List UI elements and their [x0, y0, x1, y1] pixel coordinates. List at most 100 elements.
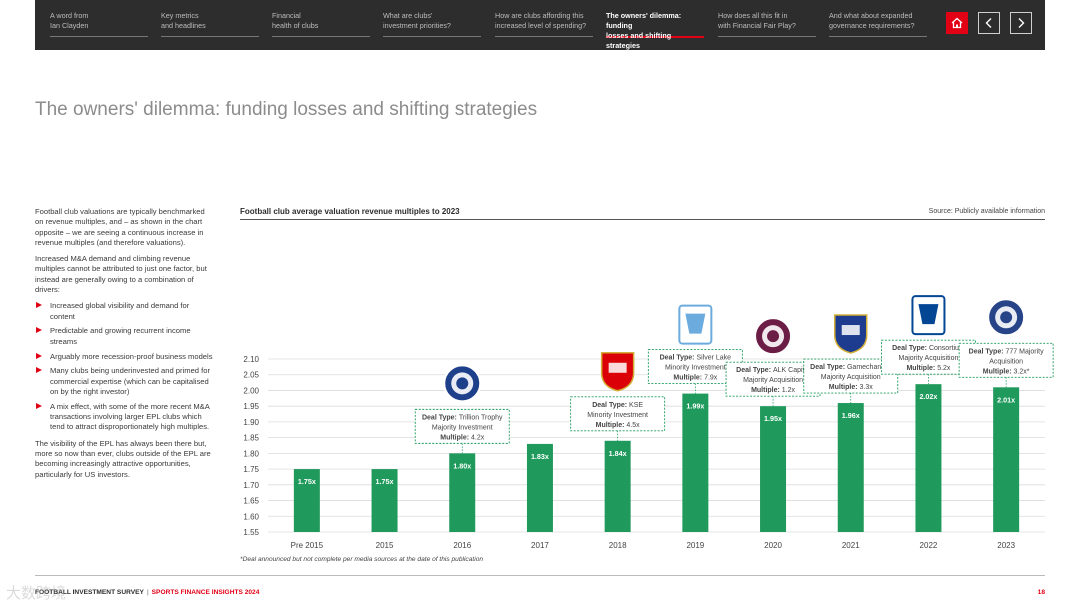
footer-publication: FOOTBALL INVESTMENT SURVEY | SPORTS FINANC…: [35, 589, 259, 596]
y-tick-label: 1.95: [243, 402, 259, 411]
deal-type-value: Consortium: [929, 345, 965, 352]
deal-multiple-line: Multiple: 1.2x: [751, 387, 795, 394]
bar-value-label: 1.95x: [764, 414, 782, 423]
deal-type-line: Deal Type: KSE: [592, 402, 643, 409]
nav-item-line1: Financial: [272, 11, 301, 20]
deal-type-line: Deal Type: Consortium: [892, 345, 965, 352]
footer-insights-name: SPORTS FINANCE INSIGHTS 2024: [151, 589, 260, 596]
deal-type-label: Deal Type:: [969, 348, 1006, 355]
y-tick-label: 1.55: [243, 528, 259, 537]
list-item: Predictable and growing recurrent income…: [35, 326, 215, 347]
x-tick-label: 2023: [997, 541, 1015, 550]
deal-annotation-box: [414, 408, 510, 444]
deal-type-label: Deal Type:: [810, 364, 847, 371]
bullet-triangle-icon: [36, 402, 42, 409]
multiple-value: 3.2x*: [1014, 368, 1030, 375]
club-crest-emblem: [841, 325, 860, 336]
list-item-text: Increased global visibility and demand f…: [50, 301, 190, 321]
deal-type-line: Deal Type: 777 Majority: [969, 348, 1044, 355]
y-tick-label: 1.75: [243, 465, 259, 474]
multiple-label: Multiple:: [673, 375, 704, 382]
list-item-text: Predictable and growing recurrent income…: [50, 326, 191, 346]
y-tick-label: 2.10: [243, 355, 259, 364]
y-tick-label: 1.70: [243, 481, 259, 490]
multiple-label: Multiple:: [440, 434, 471, 441]
x-tick-label: 2015: [376, 541, 394, 550]
nav-item-governance[interactable]: And what about expanded governance requir…: [829, 11, 927, 37]
deal-description: Majority Acquisition: [821, 374, 881, 381]
list-item: Many clubs being underinvested and prime…: [35, 366, 215, 397]
deal-annotation-box: [570, 396, 666, 432]
deal-type-value: KSE: [629, 402, 643, 409]
x-tick-label: 2022: [920, 541, 938, 550]
nav-item-key-metrics[interactable]: Key metrics and headlines: [161, 11, 259, 37]
intro-text: Football club valuations are typically b…: [35, 207, 215, 486]
chart-footnote: *Deal announced but not complete per med…: [240, 556, 484, 563]
page-title: The owners' dilemma: funding losses and …: [35, 99, 538, 120]
bullet-triangle-icon: [36, 352, 42, 359]
deal-type-line: Deal Type: Trillion Trophy: [422, 414, 503, 421]
club-crest-emblem: [918, 304, 939, 325]
bullet-triangle-icon: [36, 302, 42, 309]
nav-item-line2: losses and shifting strategies: [606, 31, 672, 50]
y-tick-label: 1.60: [243, 512, 259, 521]
deal-type-line: Deal Type: Silver Lake: [660, 355, 732, 362]
nav-item-owners-dilemma[interactable]: The owners' dilemma: funding losses and s…: [606, 11, 704, 50]
list-item: Increased global visibility and demand f…: [35, 301, 215, 322]
bar: [526, 443, 553, 532]
nav-item-financial-fair-play[interactable]: How does all this fit in with Financial F…: [718, 11, 816, 37]
deal-multiple-line: Multiple: 4.2x: [440, 434, 484, 441]
deal-multiple-line: Multiple: 7.9x: [673, 375, 717, 382]
nav-item-line2: Ian Clayden: [50, 21, 89, 30]
footer-separator: |: [146, 589, 149, 596]
x-tick-label: Pre 2015: [291, 541, 324, 550]
bar-value-label: 1.75x: [298, 477, 316, 486]
y-tick-label: 2.00: [243, 386, 259, 395]
deal-multiple-line: Multiple: 4.5x: [596, 422, 640, 429]
top-navigation-bar: A word from Ian Clayden Key metrics and he…: [35, 0, 1045, 50]
bar: [993, 387, 1020, 532]
deal-type-label: Deal Type:: [592, 402, 629, 409]
club-crest-center: [767, 330, 780, 343]
deal-type-value: Trillion Trophy: [459, 414, 503, 421]
deal-type-value: 777 Majority: [1005, 348, 1044, 355]
home-button[interactable]: [946, 12, 968, 34]
deal-type-line: Deal Type: ALK Capital: [736, 367, 810, 374]
previous-page-button[interactable]: [978, 12, 1000, 34]
chevron-right-icon: [1018, 18, 1025, 28]
list-item: Arguably more recession-proof business m…: [35, 352, 215, 362]
deal-description: Majority Acquisition: [743, 377, 803, 384]
nav-item-financial-health[interactable]: Financial health of clubs: [272, 11, 370, 37]
list-item: A mix effect, with some of the more rece…: [35, 402, 215, 433]
deal-description: Majority Acquisition: [898, 355, 958, 362]
bar: [604, 440, 631, 532]
next-page-button[interactable]: [1010, 12, 1032, 34]
x-tick-label: 2016: [453, 541, 471, 550]
bar-value-label: 1.75x: [376, 477, 394, 486]
y-tick-label: 1.65: [243, 497, 259, 506]
x-tick-label: 2021: [842, 541, 860, 550]
club-crest-emblem: [608, 362, 627, 373]
bullet-triangle-icon: [36, 327, 42, 334]
multiple-value: 5.2x: [937, 365, 951, 372]
epl-paragraph: The visibility of the EPL has always bee…: [35, 438, 211, 479]
list-item-text: Arguably more recession-proof business m…: [50, 351, 213, 361]
deal-annotation-box: [958, 342, 1054, 378]
bar-value-label: 1.96x: [842, 411, 860, 420]
nav-item-affording-spending[interactable]: How are clubs affording this increased le…: [495, 11, 593, 37]
bar: [682, 393, 709, 532]
club-crest-center: [1000, 311, 1013, 324]
footer-survey-name: FOOTBALL INVESTMENT SURVEY: [35, 589, 144, 596]
nav-item-line1: Key metrics: [161, 11, 199, 20]
bar-value-label: 1.80x: [453, 461, 471, 470]
nav-item-line2: and headlines: [161, 21, 206, 30]
drivers-list: Increased global visibility and demand f…: [35, 301, 215, 432]
home-icon: [951, 17, 963, 29]
nav-item-line2: governance requirements?: [829, 21, 915, 30]
nav-item-a-word-from[interactable]: A word from Ian Clayden: [50, 11, 148, 37]
y-tick-label: 1.80: [243, 449, 259, 458]
deal-type-value: Silver Lake: [696, 355, 731, 362]
nav-item-investment-priorities[interactable]: What are clubs' investment priorities?: [383, 11, 481, 37]
nav-item-line1: A word from: [50, 11, 89, 20]
chart-title: Football club average valuation revenue …: [240, 207, 460, 216]
